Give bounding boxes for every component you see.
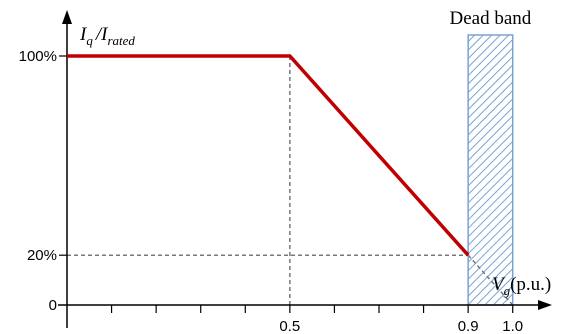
x-label-sub: g — [504, 283, 511, 298]
y-label-numerator: I — [79, 24, 88, 45]
reference-lines — [67, 56, 514, 306]
x-tick-label: 1.0 — [502, 318, 523, 334]
x-axis-label: Vg(p.u.) — [492, 274, 551, 298]
x-axis-arrow — [538, 300, 552, 310]
y-tick-label: 100% — [19, 48, 57, 65]
y-label-numerator-sub: q — [86, 33, 93, 48]
y-label-separator: / — [95, 24, 103, 45]
y-axis-label: Iq/Irated — [79, 24, 135, 48]
y-axis-arrow — [62, 10, 72, 24]
dead-band-label: Dead band — [450, 8, 532, 29]
series-line-1 — [67, 54, 470, 257]
dead-band-region — [467, 34, 514, 306]
x-label-unit: (p.u.) — [510, 274, 551, 295]
x-label-main: V — [492, 274, 506, 295]
tick-labels: 0.5 0.9 1.0 0 20% 100% — [19, 48, 524, 334]
y-label-denominator: I — [100, 24, 109, 45]
y-tick-label: 20% — [27, 247, 57, 264]
y-tick-label: 0 — [49, 297, 57, 314]
x-tick-label: 0.9 — [458, 318, 479, 334]
x-axis-ticks — [110, 305, 514, 313]
x-tick-label: 0.5 — [279, 318, 300, 334]
series-layer — [67, 54, 470, 257]
y-label-denominator-sub: rated — [107, 33, 135, 48]
